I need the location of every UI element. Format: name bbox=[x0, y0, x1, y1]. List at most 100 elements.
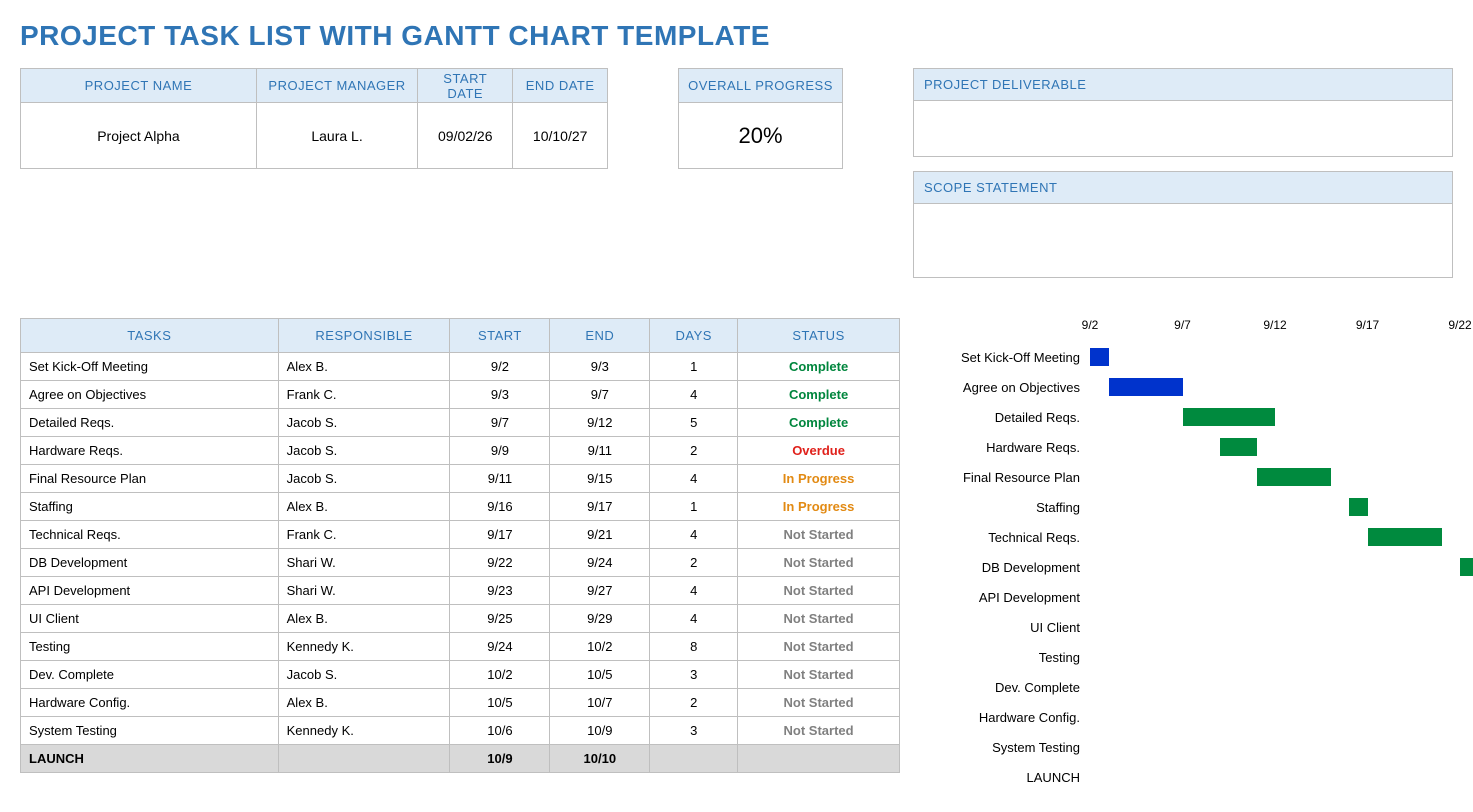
end-cell[interactable]: 9/21 bbox=[550, 521, 650, 549]
days-cell[interactable]: 5 bbox=[650, 409, 738, 437]
task-name-cell[interactable]: Staffing bbox=[21, 493, 279, 521]
task-name-cell[interactable]: LAUNCH bbox=[21, 745, 279, 773]
table-row[interactable]: UI ClientAlex B.9/259/294Not Started bbox=[21, 605, 900, 633]
end-cell[interactable]: 9/27 bbox=[550, 577, 650, 605]
status-cell[interactable]: Complete bbox=[738, 381, 900, 409]
table-row[interactable]: LAUNCH 10/910/10 bbox=[21, 745, 900, 773]
responsible-cell[interactable]: Alex B. bbox=[278, 493, 450, 521]
table-row[interactable]: Technical Reqs.Frank C.9/179/214Not Star… bbox=[21, 521, 900, 549]
days-cell[interactable]: 2 bbox=[650, 437, 738, 465]
task-name-cell[interactable]: Detailed Reqs. bbox=[21, 409, 279, 437]
days-cell[interactable]: 2 bbox=[650, 549, 738, 577]
status-cell[interactable] bbox=[738, 745, 900, 773]
days-cell[interactable]: 2 bbox=[650, 689, 738, 717]
responsible-cell[interactable] bbox=[278, 745, 450, 773]
status-cell[interactable]: Complete bbox=[738, 409, 900, 437]
start-cell[interactable]: 10/6 bbox=[450, 717, 550, 745]
task-name-cell[interactable]: DB Development bbox=[21, 549, 279, 577]
status-cell[interactable]: Not Started bbox=[738, 605, 900, 633]
start-cell[interactable]: 9/23 bbox=[450, 577, 550, 605]
meta-value-end-date[interactable]: 10/10/27 bbox=[513, 103, 608, 169]
table-row[interactable]: System TestingKennedy K.10/610/93Not Sta… bbox=[21, 717, 900, 745]
days-cell[interactable]: 4 bbox=[650, 577, 738, 605]
table-row[interactable]: TestingKennedy K.9/2410/28Not Started bbox=[21, 633, 900, 661]
end-cell[interactable]: 9/7 bbox=[550, 381, 650, 409]
days-cell[interactable] bbox=[650, 745, 738, 773]
start-cell[interactable]: 9/24 bbox=[450, 633, 550, 661]
table-row[interactable]: Detailed Reqs.Jacob S.9/79/125Complete bbox=[21, 409, 900, 437]
start-cell[interactable]: 10/5 bbox=[450, 689, 550, 717]
status-cell[interactable]: In Progress bbox=[738, 493, 900, 521]
responsible-cell[interactable]: Frank C. bbox=[278, 521, 450, 549]
days-cell[interactable]: 4 bbox=[650, 381, 738, 409]
table-row[interactable]: Hardware Config.Alex B.10/510/72Not Star… bbox=[21, 689, 900, 717]
start-cell[interactable]: 10/2 bbox=[450, 661, 550, 689]
responsible-cell[interactable]: Kennedy K. bbox=[278, 633, 450, 661]
start-cell[interactable]: 9/25 bbox=[450, 605, 550, 633]
days-cell[interactable]: 1 bbox=[650, 493, 738, 521]
responsible-cell[interactable]: Alex B. bbox=[278, 689, 450, 717]
days-cell[interactable]: 4 bbox=[650, 521, 738, 549]
end-cell[interactable]: 9/17 bbox=[550, 493, 650, 521]
start-cell[interactable]: 9/3 bbox=[450, 381, 550, 409]
table-row[interactable]: StaffingAlex B.9/169/171In Progress bbox=[21, 493, 900, 521]
responsible-cell[interactable]: Frank C. bbox=[278, 381, 450, 409]
end-cell[interactable]: 9/15 bbox=[550, 465, 650, 493]
table-row[interactable]: Hardware Reqs.Jacob S.9/99/112Overdue bbox=[21, 437, 900, 465]
end-cell[interactable]: 10/9 bbox=[550, 717, 650, 745]
task-name-cell[interactable]: API Development bbox=[21, 577, 279, 605]
responsible-cell[interactable]: Jacob S. bbox=[278, 661, 450, 689]
start-cell[interactable]: 9/16 bbox=[450, 493, 550, 521]
status-cell[interactable]: Complete bbox=[738, 353, 900, 381]
end-cell[interactable]: 9/11 bbox=[550, 437, 650, 465]
responsible-cell[interactable]: Jacob S. bbox=[278, 465, 450, 493]
responsible-cell[interactable]: Jacob S. bbox=[278, 437, 450, 465]
end-cell[interactable]: 9/29 bbox=[550, 605, 650, 633]
table-row[interactable]: Final Resource PlanJacob S.9/119/154In P… bbox=[21, 465, 900, 493]
responsible-cell[interactable]: Shari W. bbox=[278, 549, 450, 577]
status-cell[interactable]: Not Started bbox=[738, 689, 900, 717]
project-deliverable-body[interactable] bbox=[913, 101, 1453, 157]
table-row[interactable]: Set Kick-Off MeetingAlex B.9/29/31Comple… bbox=[21, 353, 900, 381]
days-cell[interactable]: 4 bbox=[650, 605, 738, 633]
task-name-cell[interactable]: Hardware Reqs. bbox=[21, 437, 279, 465]
days-cell[interactable]: 3 bbox=[650, 717, 738, 745]
days-cell[interactable]: 4 bbox=[650, 465, 738, 493]
responsible-cell[interactable]: Alex B. bbox=[278, 605, 450, 633]
end-cell[interactable]: 10/2 bbox=[550, 633, 650, 661]
responsible-cell[interactable]: Kennedy K. bbox=[278, 717, 450, 745]
responsible-cell[interactable]: Alex B. bbox=[278, 353, 450, 381]
status-cell[interactable]: Not Started bbox=[738, 633, 900, 661]
status-cell[interactable]: Not Started bbox=[738, 577, 900, 605]
start-cell[interactable]: 9/17 bbox=[450, 521, 550, 549]
status-cell[interactable]: Overdue bbox=[738, 437, 900, 465]
status-cell[interactable]: Not Started bbox=[738, 661, 900, 689]
task-name-cell[interactable]: Final Resource Plan bbox=[21, 465, 279, 493]
task-name-cell[interactable]: UI Client bbox=[21, 605, 279, 633]
start-cell[interactable]: 10/9 bbox=[450, 745, 550, 773]
scope-statement-body[interactable] bbox=[913, 204, 1453, 278]
end-cell[interactable]: 10/7 bbox=[550, 689, 650, 717]
status-cell[interactable]: Not Started bbox=[738, 521, 900, 549]
meta-value-project-name[interactable]: Project Alpha bbox=[21, 103, 257, 169]
table-row[interactable]: API DevelopmentShari W.9/239/274Not Star… bbox=[21, 577, 900, 605]
start-cell[interactable]: 9/22 bbox=[450, 549, 550, 577]
days-cell[interactable]: 8 bbox=[650, 633, 738, 661]
days-cell[interactable]: 3 bbox=[650, 661, 738, 689]
end-cell[interactable]: 9/24 bbox=[550, 549, 650, 577]
status-cell[interactable]: Not Started bbox=[738, 549, 900, 577]
meta-value-start-date[interactable]: 09/02/26 bbox=[418, 103, 513, 169]
task-name-cell[interactable]: Testing bbox=[21, 633, 279, 661]
end-cell[interactable]: 9/12 bbox=[550, 409, 650, 437]
start-cell[interactable]: 9/9 bbox=[450, 437, 550, 465]
start-cell[interactable]: 9/2 bbox=[450, 353, 550, 381]
days-cell[interactable]: 1 bbox=[650, 353, 738, 381]
end-cell[interactable]: 10/10 bbox=[550, 745, 650, 773]
start-cell[interactable]: 9/11 bbox=[450, 465, 550, 493]
task-name-cell[interactable]: System Testing bbox=[21, 717, 279, 745]
task-name-cell[interactable]: Technical Reqs. bbox=[21, 521, 279, 549]
end-cell[interactable]: 9/3 bbox=[550, 353, 650, 381]
responsible-cell[interactable]: Jacob S. bbox=[278, 409, 450, 437]
responsible-cell[interactable]: Shari W. bbox=[278, 577, 450, 605]
task-name-cell[interactable]: Dev. Complete bbox=[21, 661, 279, 689]
